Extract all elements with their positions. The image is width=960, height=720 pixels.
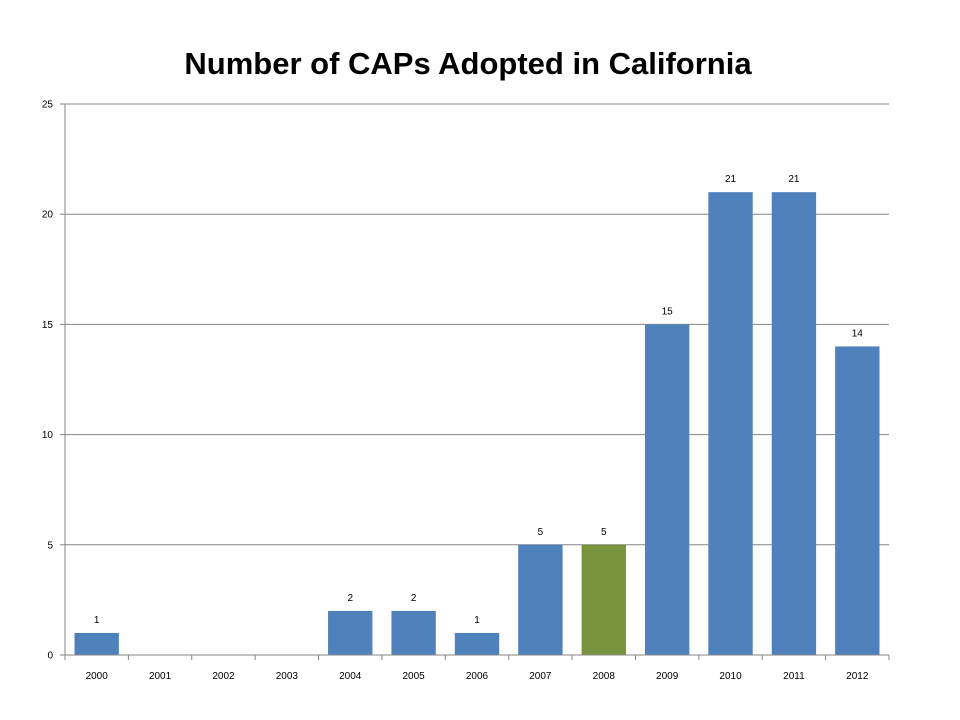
x-tick-label-2012: 2012 xyxy=(846,671,869,682)
data-label-2009: 15 xyxy=(662,306,674,317)
bar-2005 xyxy=(391,610,436,655)
gridlines xyxy=(65,103,889,546)
data-label-2008: 5 xyxy=(601,527,607,538)
x-axis-ticks: 2000 2001 2002 2003 2004 2005 2006 2007 2008 2009… xyxy=(64,655,890,682)
x-tick-label-2009: 2009 xyxy=(656,671,679,682)
bars xyxy=(74,192,880,655)
bar-2008 xyxy=(581,544,626,655)
y-axis-ticks: 0 5 10 15 20 25 xyxy=(42,100,65,662)
data-label-2011: 21 xyxy=(788,174,800,185)
y-tick-label: 15 xyxy=(42,320,54,331)
bar-2000 xyxy=(74,632,119,655)
x-tick-label-2008: 2008 xyxy=(593,671,616,682)
bar-2006 xyxy=(454,632,500,655)
y-tick-label: 5 xyxy=(47,540,53,551)
y-tick-label: 20 xyxy=(42,210,54,221)
bar-2009 xyxy=(644,324,690,655)
data-label-2012: 14 xyxy=(852,328,864,339)
x-tick-label-2001: 2001 xyxy=(149,671,172,682)
x-tick-label-2006: 2006 xyxy=(466,671,489,682)
y-tick-label: 0 xyxy=(47,651,53,662)
x-tick-label-2000: 2000 xyxy=(86,671,109,682)
bar-2011 xyxy=(771,192,817,655)
data-label-2005: 2 xyxy=(411,593,417,604)
data-label-2010: 21 xyxy=(725,174,737,185)
chart-title: Number of CAPs Adopted in California xyxy=(184,46,752,81)
x-tick-label-2007: 2007 xyxy=(529,671,552,682)
data-label-2007: 5 xyxy=(538,527,544,538)
x-tick-label-2005: 2005 xyxy=(402,671,425,682)
x-tick-label-2002: 2002 xyxy=(212,671,235,682)
data-label-2000: 1 xyxy=(94,615,100,626)
x-tick-label-2004: 2004 xyxy=(339,671,362,682)
y-tick-label: 10 xyxy=(42,430,54,441)
bar-2012 xyxy=(835,346,880,655)
y-tick-label: 25 xyxy=(42,100,54,111)
x-tick-label-2011: 2011 xyxy=(783,671,805,682)
bar-2010 xyxy=(708,192,753,655)
x-tick-label-2003: 2003 xyxy=(276,671,299,682)
data-label-2004: 2 xyxy=(347,593,353,604)
x-tick-label-2010: 2010 xyxy=(719,671,742,682)
bar-2004 xyxy=(328,610,373,655)
axes xyxy=(64,104,889,656)
bar-2007 xyxy=(518,544,563,655)
data-label-2006: 1 xyxy=(474,615,480,626)
